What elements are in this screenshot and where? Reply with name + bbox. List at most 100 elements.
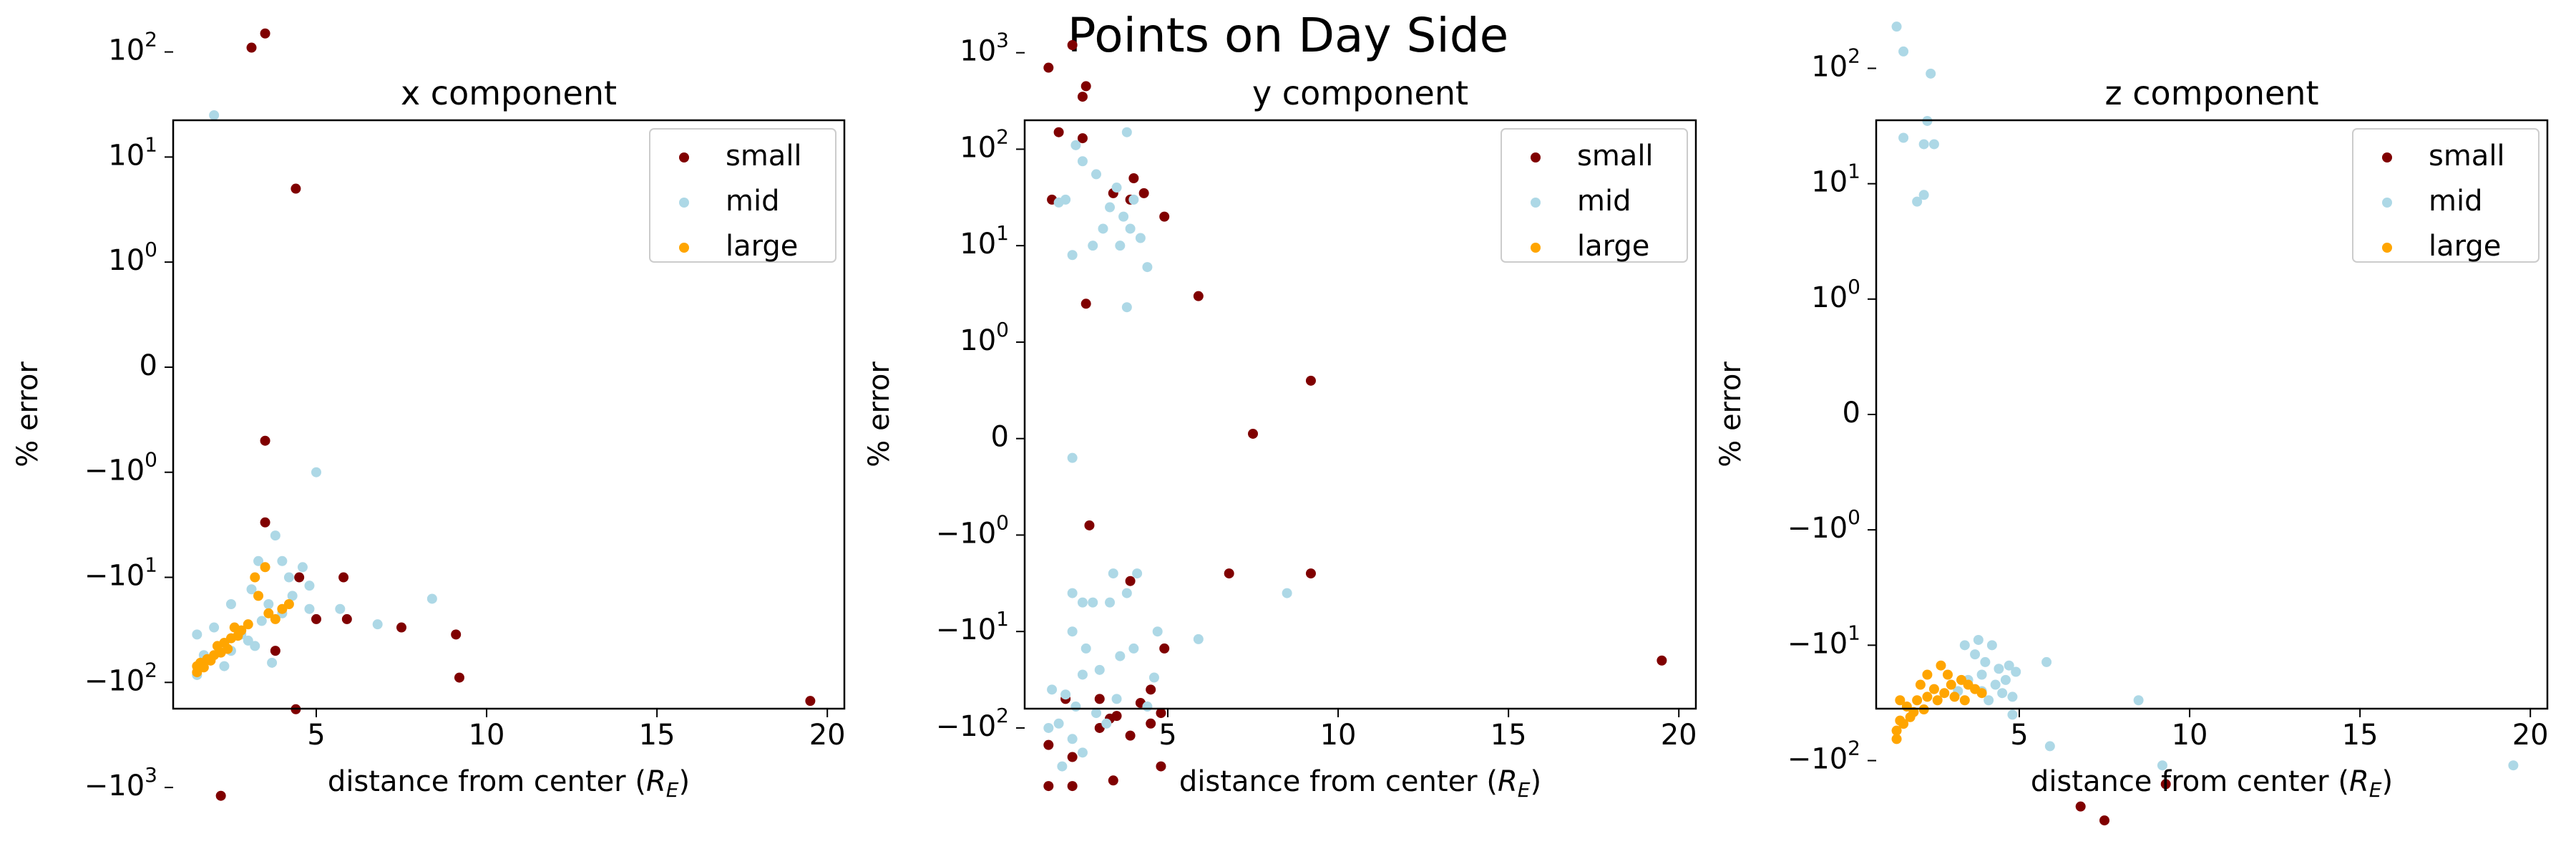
point-small (1159, 211, 1170, 222)
point-mid (1125, 223, 1136, 234)
point-mid (2157, 760, 2167, 771)
x-tick-label: 10 (2172, 719, 2208, 752)
point-mid (1091, 169, 1101, 180)
point-small (1067, 40, 1078, 51)
point-mid (1088, 241, 1098, 251)
point-large (1922, 691, 1933, 702)
point-mid (263, 598, 274, 609)
y-tick-label: −100 (1787, 505, 1860, 545)
point-mid (1928, 139, 1939, 150)
y-tick-label: 102 (1811, 44, 1860, 83)
legend-label-mid: mid (2429, 185, 2482, 218)
point-small (1125, 730, 1136, 741)
point-mid (1067, 626, 1078, 637)
chart-panel-2: y component 5 10 15 20 103 102 101 100 0 −100 −101 −… (863, 29, 1697, 802)
y-tick-label: 100 (1811, 275, 1860, 314)
point-mid (1060, 689, 1071, 700)
point-mid (2007, 709, 2018, 720)
legend-label-large: large (2429, 230, 2501, 263)
point-mid (1080, 643, 1091, 654)
point-small (1084, 520, 1095, 530)
x-tick-label: 10 (469, 719, 505, 752)
point-mid (1053, 718, 1064, 729)
point-small (2160, 779, 2171, 790)
point-large (1915, 679, 1926, 690)
chart-panel-1: x component 5 10 15 20 102 101 100 0 −100 −101 −102… (11, 28, 846, 802)
point-small (294, 572, 305, 583)
figure-title: Points on Day Side (1068, 8, 1508, 63)
y-tick-label: 101 (1811, 160, 1860, 199)
point-mid (1067, 452, 1078, 463)
point-mid (267, 657, 278, 668)
point-mid (1994, 664, 2004, 674)
point-mid (225, 598, 236, 609)
point-small (270, 646, 280, 656)
y-tick-label: 0 (1843, 397, 1860, 430)
x-tick-label: 15 (2342, 719, 2379, 752)
point-mid (1142, 262, 1153, 273)
point-large (1898, 719, 1909, 729)
point-mid (1077, 156, 1088, 167)
legend: small mid large (2352, 128, 2540, 263)
x-tick-label: 10 (1320, 719, 1357, 752)
point-mid (1898, 132, 1909, 143)
point-mid (1043, 722, 1054, 733)
point-mid (1121, 302, 1132, 313)
point-mid (2011, 666, 2021, 677)
x-tick-label: 5 (1158, 719, 1176, 752)
y-tick-label: 101 (108, 132, 157, 172)
legend-label-small: small (2429, 140, 2505, 173)
point-large (260, 562, 270, 573)
point-mid (1121, 127, 1132, 137)
point-mid (1108, 568, 1118, 579)
point-small (1138, 188, 1149, 198)
point-mid (1111, 694, 1122, 704)
point-mid (1077, 747, 1088, 758)
point-mid (335, 603, 346, 614)
point-small (454, 672, 464, 683)
chart-title: z component (2105, 74, 2319, 112)
point-mid (2007, 691, 2018, 702)
point-mid (1128, 194, 1139, 205)
x-tick-label: 15 (639, 719, 675, 752)
point-large (1942, 669, 1953, 680)
legend-label-large: large (1577, 230, 1649, 263)
y-tick-label: 100 (108, 238, 157, 277)
point-mid (1105, 597, 1116, 608)
point-large (1939, 688, 1950, 699)
y-tick-label: −102 (936, 704, 1009, 743)
point-large (205, 655, 216, 666)
point-small (2075, 801, 2086, 812)
point-small (1159, 643, 1170, 654)
point-mid (1898, 46, 1909, 57)
point-small (1108, 775, 1118, 786)
y-tick-label: −101 (1787, 621, 1860, 660)
point-mid (1098, 223, 1108, 234)
point-mid (311, 467, 321, 477)
legend-marker-mid (1531, 198, 1541, 208)
y-tick-label: −102 (84, 658, 157, 697)
y-tick-label: −101 (84, 553, 157, 593)
point-mid (1115, 241, 1126, 251)
point-mid (2044, 741, 2055, 752)
legend-frame (649, 128, 836, 263)
point-small (1305, 375, 1316, 386)
point-mid (1148, 672, 1159, 683)
x-tick-label: 20 (2512, 719, 2549, 752)
y-axis-label: % error (1714, 361, 1747, 467)
point-small (1125, 576, 1136, 586)
point-mid (1128, 643, 1139, 654)
point-small (260, 517, 270, 528)
point-mid (250, 641, 260, 651)
y-axis-label: % error (863, 361, 896, 467)
point-small (215, 790, 226, 801)
plot-frame (172, 119, 846, 710)
points (1891, 21, 2519, 826)
point-mid (1067, 250, 1078, 261)
point-small (1156, 708, 1166, 719)
point-small (1067, 752, 1078, 762)
chart-title: x component (401, 74, 617, 112)
point-mid (297, 562, 308, 573)
point-small (1080, 81, 1091, 92)
point-mid (1132, 568, 1143, 579)
